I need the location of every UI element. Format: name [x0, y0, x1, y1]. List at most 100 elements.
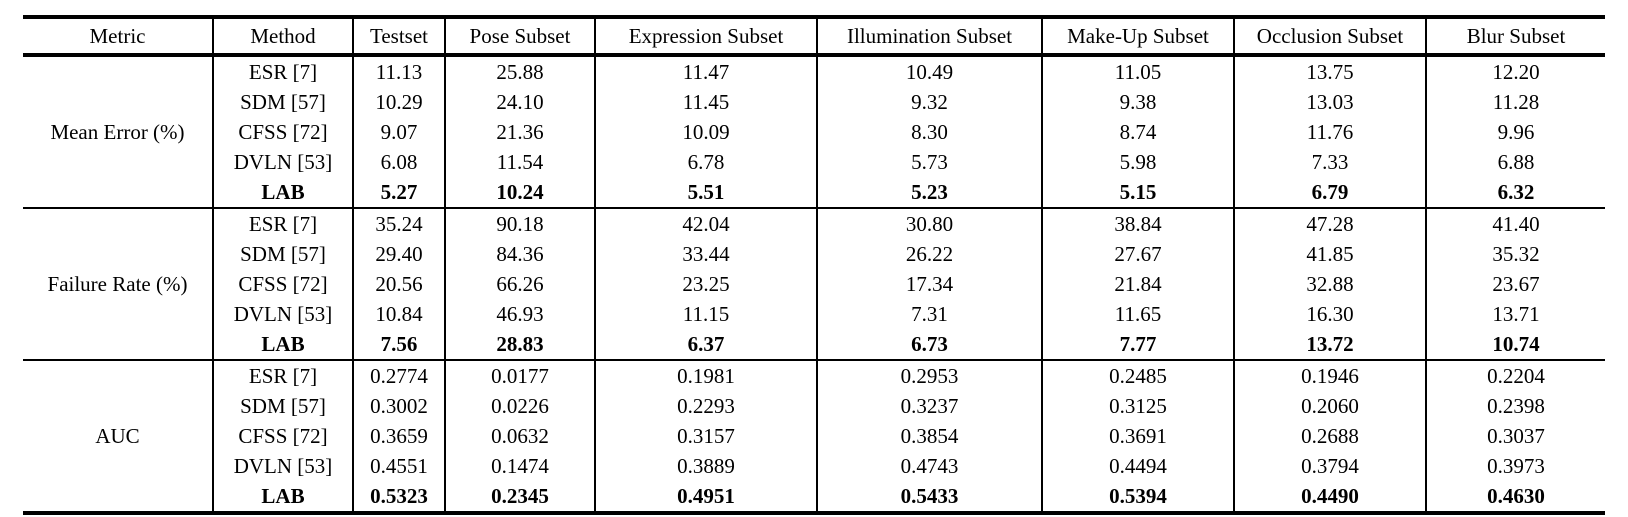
column-header: Occlusion Subset — [1233, 17, 1426, 57]
value-cell: 0.3125 — [1041, 391, 1234, 421]
value-cell: 0.3691 — [1041, 421, 1234, 451]
column-header: Expression Subset — [594, 17, 817, 57]
value-cell: 11.05 — [1041, 54, 1234, 87]
results-table: Metric Method Testset Pose Subset Expression… — [23, 15, 1605, 515]
table-row: DVLN [53] 0.4551 0.1474 0.3889 0.4743 0.4494 0… — [23, 451, 1605, 481]
value-cell: 6.32 — [1425, 177, 1605, 208]
value-cell: 0.5323 — [352, 481, 445, 513]
value-cell: 13.72 — [1233, 329, 1426, 360]
column-header: Testset — [352, 17, 445, 57]
value-cell: 9.32 — [816, 87, 1042, 117]
value-cell: 5.73 — [816, 147, 1042, 177]
method-cell: CFSS [72] — [212, 421, 353, 451]
value-cell: 35.24 — [352, 207, 445, 239]
table-row: CFSS [72] 20.56 66.26 23.25 17.34 21.84 32.88 2… — [23, 269, 1605, 299]
value-cell: 11.28 — [1425, 87, 1605, 117]
value-cell: 8.74 — [1041, 117, 1234, 147]
value-cell: 0.3002 — [352, 391, 445, 421]
value-cell: 6.08 — [352, 147, 445, 177]
metric-cell: Mean Error (%) — [23, 54, 213, 208]
value-cell: 11.13 — [352, 54, 445, 87]
method-cell: ESR [7] — [212, 207, 353, 239]
value-cell: 21.84 — [1041, 269, 1234, 299]
value-cell: 66.26 — [444, 269, 595, 299]
method-cell: DVLN [53] — [212, 147, 353, 177]
method-cell: LAB — [212, 177, 353, 208]
value-cell: 0.3854 — [816, 421, 1042, 451]
value-cell: 0.3794 — [1233, 451, 1426, 481]
value-cell: 35.32 — [1425, 239, 1605, 269]
metric-cell: Failure Rate (%) — [23, 207, 213, 360]
method-cell: CFSS [72] — [212, 269, 353, 299]
value-cell: 9.07 — [352, 117, 445, 147]
value-cell: 0.3973 — [1425, 451, 1605, 481]
value-cell: 6.79 — [1233, 177, 1426, 208]
value-cell: 0.4630 — [1425, 481, 1605, 513]
column-header: Blur Subset — [1425, 17, 1605, 57]
value-cell: 10.49 — [816, 54, 1042, 87]
value-cell: 7.56 — [352, 329, 445, 360]
value-cell: 17.34 — [816, 269, 1042, 299]
value-cell: 13.75 — [1233, 54, 1426, 87]
value-cell: 38.84 — [1041, 207, 1234, 239]
metric-cell: AUC — [23, 359, 213, 513]
value-cell: 24.10 — [444, 87, 595, 117]
method-cell: SDM [57] — [212, 239, 353, 269]
value-cell: 0.1474 — [444, 451, 595, 481]
method-cell: LAB — [212, 481, 353, 513]
value-cell: 0.2345 — [444, 481, 595, 513]
value-cell: 41.40 — [1425, 207, 1605, 239]
value-cell: 10.84 — [352, 299, 445, 329]
column-header: Make-Up Subset — [1041, 17, 1234, 57]
value-cell: 32.88 — [1233, 269, 1426, 299]
value-cell: 25.88 — [444, 54, 595, 87]
table-row: CFSS [72] 9.07 21.36 10.09 8.30 8.74 11.76 9.96 — [23, 117, 1605, 147]
value-cell: 30.80 — [816, 207, 1042, 239]
value-cell: 7.31 — [816, 299, 1042, 329]
column-header: Metric — [23, 17, 213, 57]
value-cell: 27.67 — [1041, 239, 1234, 269]
value-cell: 46.93 — [444, 299, 595, 329]
table-row: LAB 5.27 10.24 5.51 5.23 5.15 6.79 6.32 — [23, 177, 1605, 208]
value-cell: 0.3659 — [352, 421, 445, 451]
value-cell: 0.5433 — [816, 481, 1042, 513]
table-row: DVLN [53] 6.08 11.54 6.78 5.73 5.98 7.33 6.88 — [23, 147, 1605, 177]
column-header: Illumination Subset — [816, 17, 1042, 57]
value-cell: 0.2204 — [1425, 359, 1605, 391]
value-cell: 0.2774 — [352, 359, 445, 391]
table-row: CFSS [72] 0.3659 0.0632 0.3157 0.3854 0.3691 0… — [23, 421, 1605, 451]
column-header: Pose Subset — [444, 17, 595, 57]
value-cell: 84.36 — [444, 239, 595, 269]
value-cell: 0.2293 — [594, 391, 817, 421]
method-cell: DVLN [53] — [212, 299, 353, 329]
value-cell: 11.45 — [594, 87, 817, 117]
value-cell: 10.09 — [594, 117, 817, 147]
value-cell: 16.30 — [1233, 299, 1426, 329]
value-cell: 13.03 — [1233, 87, 1426, 117]
table-row: AUC ESR [7] 0.2774 0.0177 0.1981 0.2953 0.2485… — [23, 359, 1605, 513]
value-cell: 42.04 — [594, 207, 817, 239]
value-cell: 0.2398 — [1425, 391, 1605, 421]
value-cell: 0.3237 — [816, 391, 1042, 421]
value-cell: 23.25 — [594, 269, 817, 299]
value-cell: 28.83 — [444, 329, 595, 360]
value-cell: 0.2485 — [1041, 359, 1234, 391]
value-cell: 0.1946 — [1233, 359, 1426, 391]
value-cell: 6.73 — [816, 329, 1042, 360]
value-cell: 10.24 — [444, 177, 595, 208]
value-cell: 8.30 — [816, 117, 1042, 147]
value-cell: 0.3037 — [1425, 421, 1605, 451]
table-row: Failure Rate (%) ESR [7] 35.24 90.18 42.04 30… — [23, 207, 1605, 360]
table-row: LAB 7.56 28.83 6.37 6.73 7.77 13.72 10.74 — [23, 329, 1605, 360]
value-cell: 6.78 — [594, 147, 817, 177]
table-row: Mean Error (%) ESR [7] 11.13 25.88 11.47 10.4… — [23, 54, 1605, 208]
value-cell: 0.4951 — [594, 481, 817, 513]
value-cell: 5.27 — [352, 177, 445, 208]
value-cell: 0.4490 — [1233, 481, 1426, 513]
value-cell: 11.65 — [1041, 299, 1234, 329]
value-cell: 47.28 — [1233, 207, 1426, 239]
table-row: DVLN [53] 10.84 46.93 11.15 7.31 11.65 16.30 13… — [23, 299, 1605, 329]
value-cell: 6.37 — [594, 329, 817, 360]
table-row: SDM [57] 0.3002 0.0226 0.2293 0.3237 0.3125 0.… — [23, 391, 1605, 421]
value-cell: 11.54 — [444, 147, 595, 177]
